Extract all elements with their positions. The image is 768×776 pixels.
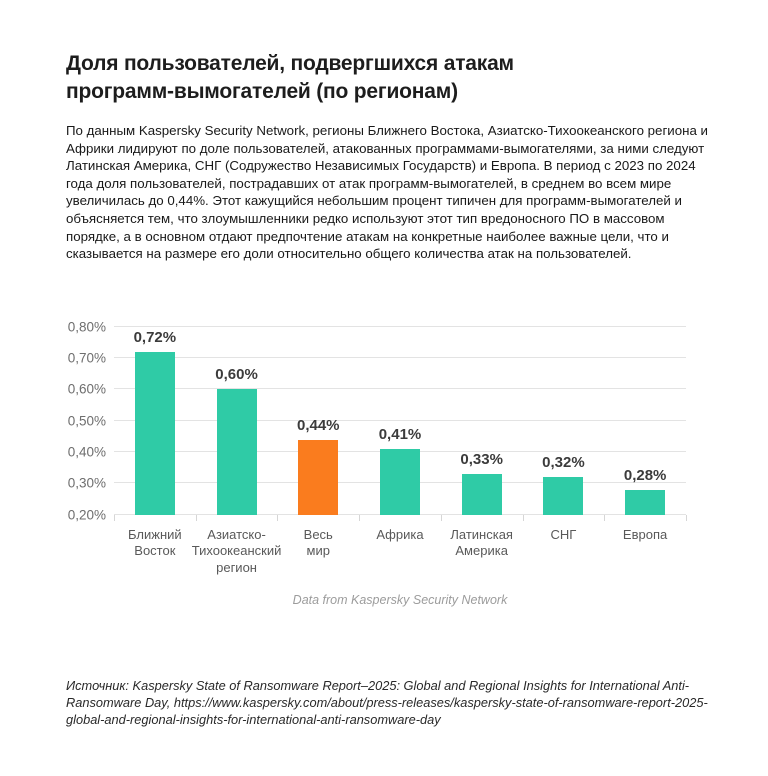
page-title-line-1: Доля пользователей, подвергшихся атакам bbox=[66, 52, 514, 76]
bar-slot: 0,32% bbox=[523, 327, 605, 515]
y-tick-label: 0,40% bbox=[67, 444, 106, 460]
y-tick-label: 0,70% bbox=[67, 350, 106, 366]
x-category-label: Ближний Восток bbox=[114, 527, 196, 577]
y-tick-label: 0,20% bbox=[67, 507, 106, 523]
page-title: Доля пользователей, подвергшихся атакам … bbox=[66, 50, 728, 106]
x-axis-tick bbox=[604, 514, 606, 521]
gridline bbox=[114, 357, 686, 359]
bar-value-label: 0,41% bbox=[378, 426, 422, 444]
bar-slot: 0,72% bbox=[114, 327, 196, 515]
x-category-label: СНГ bbox=[523, 527, 605, 577]
bar-Европа bbox=[625, 489, 666, 515]
gridline bbox=[114, 325, 686, 327]
x-category-label-line: Весь bbox=[303, 526, 333, 542]
x-category-label-line: мир bbox=[306, 543, 330, 559]
x-category-label-line: Африка bbox=[376, 526, 424, 542]
bar-slot: 0,28% bbox=[604, 327, 686, 515]
infographic-page: Доля пользователей, подвергшихся атакам … bbox=[66, 50, 728, 728]
y-tick-label: 0,80% bbox=[67, 319, 106, 335]
bar-value-label: 0,72% bbox=[133, 328, 177, 346]
intro-paragraph: По данным Kaspersky Security Network, ре… bbox=[66, 123, 708, 262]
bar-slot: 0,44% bbox=[277, 327, 359, 515]
x-category-label-line: Латинская bbox=[450, 526, 513, 542]
x-category-label: Европа bbox=[604, 527, 686, 577]
x-category-label-line: Азиатско- bbox=[207, 526, 266, 542]
x-category-label-line: Америка bbox=[455, 543, 508, 559]
y-tick-label: 0,60% bbox=[67, 381, 106, 397]
bar-value-label: 0,44% bbox=[296, 416, 340, 434]
x-axis-tick bbox=[686, 514, 687, 521]
bar-СНГ bbox=[543, 477, 584, 515]
x-category-label-line: Европа bbox=[622, 526, 668, 542]
x-category-label-line: Восток bbox=[134, 543, 176, 559]
x-category-label: Латинская Америка bbox=[441, 527, 523, 577]
x-category-label: Африка bbox=[359, 527, 441, 577]
chart-body: 0,20% 0,30% 0,40% 0,50% 0,60% 0,70% 0,80% 0,72… bbox=[66, 319, 728, 522]
x-category-label-line: СНГ bbox=[550, 526, 577, 542]
x-axis-tick bbox=[195, 514, 197, 521]
bar-value-label: 0,60% bbox=[215, 366, 258, 384]
bar-Весь мир bbox=[298, 439, 339, 515]
bar-slot: 0,60% bbox=[196, 327, 278, 515]
x-category-label-line: Тихоокеанский bbox=[191, 543, 282, 559]
bar-slot: 0,33% bbox=[441, 327, 523, 515]
bar-Латинская Америка bbox=[461, 474, 502, 515]
x-axis-tick bbox=[440, 514, 442, 521]
page-title-line-2: программ-вымогателей (по регионам) bbox=[66, 80, 458, 104]
bar-value-label: 0,33% bbox=[460, 451, 503, 469]
x-category-label: Весь мир bbox=[277, 527, 359, 577]
plot-area: 0,72% 0,60% 0,44% 0,41% 0,33% 0,32% 0,28% bbox=[114, 325, 687, 521]
x-category-label: Азиатско- Тихоокеанский регион bbox=[192, 526, 282, 577]
bar-value-label: 0,28% bbox=[623, 466, 667, 484]
x-axis-tick bbox=[114, 514, 115, 521]
x-axis: Ближний Восток Азиатско- Тихоокеанский регио… bbox=[114, 527, 686, 577]
bar-Азиатско-Тихоокеанский регион bbox=[216, 389, 257, 515]
gridline bbox=[114, 419, 686, 421]
y-tick-label: 0,30% bbox=[67, 475, 106, 491]
bar-Африка bbox=[379, 449, 420, 515]
x-category-label-line: регион bbox=[216, 559, 257, 575]
bar-Ближний Восток bbox=[134, 351, 175, 515]
y-axis: 0,20% 0,30% 0,40% 0,50% 0,60% 0,70% 0,80% bbox=[66, 319, 114, 522]
x-axis-tick bbox=[277, 514, 279, 521]
x-category-label-line: Ближний bbox=[128, 526, 182, 542]
x-axis-tick bbox=[359, 514, 361, 521]
x-axis-tick bbox=[522, 514, 524, 521]
source-note: Источник: Kaspersky State of Ransomware … bbox=[66, 678, 708, 728]
bar-value-label: 0,32% bbox=[542, 454, 585, 472]
bar-chart: 0,20% 0,30% 0,40% 0,50% 0,60% 0,70% 0,80% 0,72… bbox=[66, 319, 728, 608]
bar-slot: 0,41% bbox=[359, 327, 441, 515]
gridline bbox=[114, 388, 686, 390]
chart-caption: Data from Kaspersky Security Network bbox=[292, 593, 508, 608]
y-tick-label: 0,50% bbox=[67, 413, 106, 429]
